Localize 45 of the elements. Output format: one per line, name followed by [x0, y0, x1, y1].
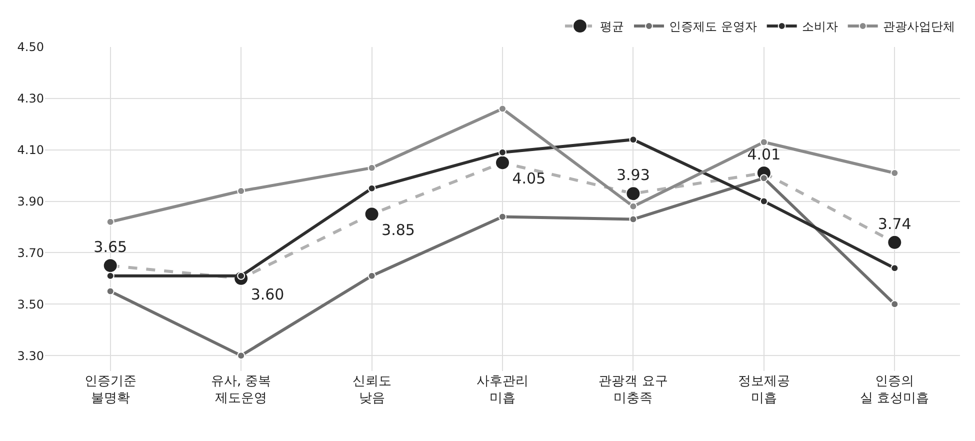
point: [368, 184, 376, 192]
x-tick-label: 사후관리 미흡: [476, 374, 528, 406]
y-tick-label: 4.30: [17, 92, 44, 106]
legend-label: 인증제도 운영자: [669, 20, 757, 34]
y-tick-label: 3.90: [17, 194, 44, 208]
point: [368, 164, 376, 172]
data-label: 3.74: [878, 214, 912, 233]
point: [237, 352, 246, 360]
point: [629, 136, 638, 144]
point: [498, 212, 506, 221]
y-tick-label: 3.50: [17, 297, 44, 312]
y-tick-label: 4.10: [17, 143, 44, 158]
data-label: 3.65: [94, 238, 128, 256]
point: [760, 138, 768, 146]
point: [760, 197, 768, 206]
legend-label: 소비자: [802, 20, 838, 34]
x-tick-label: 관광객 요구 미충족: [598, 374, 668, 406]
point: [629, 202, 638, 210]
data-label: 3.85: [382, 221, 415, 240]
point: [890, 264, 899, 272]
point: [890, 169, 899, 177]
point: [368, 272, 376, 280]
point: [890, 300, 899, 308]
x-tick-label: 유사, 중복 제도운영: [210, 374, 272, 406]
point: [629, 215, 638, 224]
legend-label: 평균: [600, 20, 624, 34]
y-tick-label: 3.70: [17, 246, 44, 260]
data-label: 4.05: [512, 170, 546, 188]
data-label: 4.01: [747, 146, 781, 164]
x-tick-label: 신뢰도 낮음: [352, 374, 392, 406]
point: [106, 272, 114, 280]
data-label: 3.93: [616, 166, 650, 184]
point: [237, 187, 246, 195]
y-tick-label: 4.50: [17, 40, 44, 54]
point: [498, 148, 506, 156]
point: [498, 104, 506, 113]
x-tick-label: 정보제공 미흡: [738, 374, 790, 406]
point: [106, 287, 114, 296]
point: [760, 174, 768, 182]
point: [106, 218, 114, 226]
legend-label: 관광사업단체: [882, 20, 955, 34]
data-label: 3.60: [250, 285, 284, 304]
x-tick-label: 인증기준 불명확: [84, 374, 136, 406]
x-tick-label: 인증의 실 효성미흡: [860, 374, 930, 406]
y-tick-label: 3.30: [17, 348, 44, 363]
